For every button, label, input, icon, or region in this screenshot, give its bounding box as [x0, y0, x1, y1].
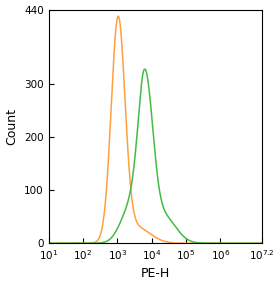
Y-axis label: Count: Count: [6, 108, 18, 145]
X-axis label: PE-H: PE-H: [141, 267, 170, 281]
